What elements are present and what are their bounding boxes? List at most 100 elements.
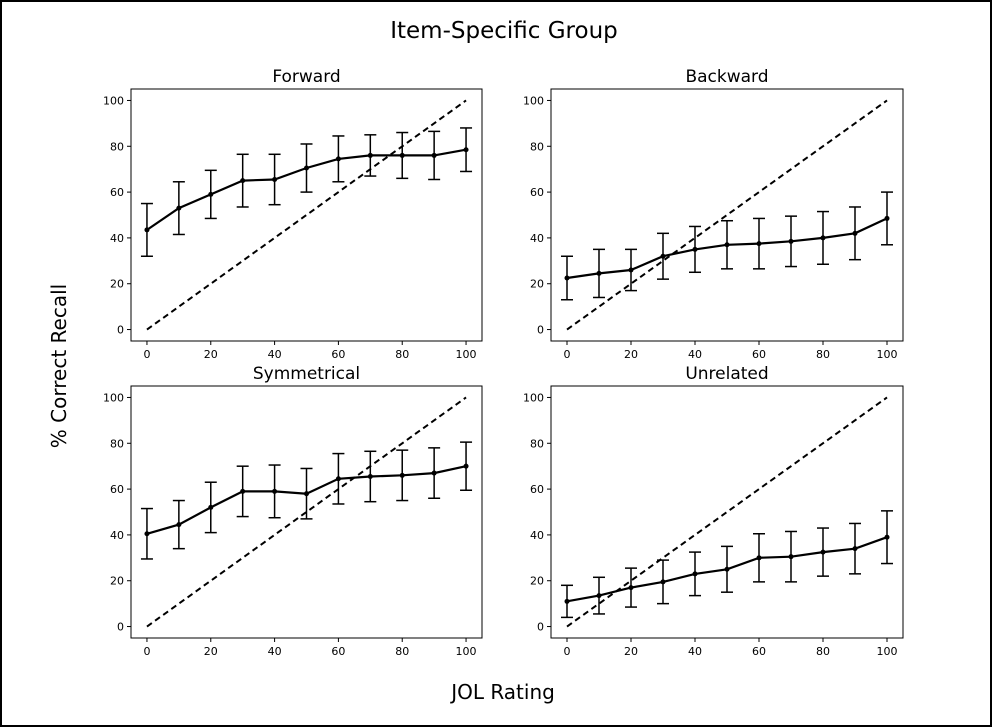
data-point xyxy=(724,242,730,248)
x-tick-label: 20 xyxy=(204,645,218,658)
data-point xyxy=(240,178,246,184)
y-tick-label: 40 xyxy=(110,232,124,245)
axes-frame xyxy=(550,385,904,639)
data-point xyxy=(756,241,762,247)
y-tick-label: 0 xyxy=(537,324,544,337)
data-point xyxy=(367,152,373,158)
data-point xyxy=(884,534,890,540)
data-point xyxy=(564,598,570,604)
data-point xyxy=(463,463,469,469)
data-point xyxy=(399,472,405,478)
y-tick-label: 0 xyxy=(117,621,124,634)
data-point xyxy=(144,531,150,537)
data-point xyxy=(884,215,890,221)
data-point xyxy=(240,488,246,494)
reference-line xyxy=(146,396,467,628)
x-tick-label: 100 xyxy=(877,645,898,658)
y-tick-label: 20 xyxy=(110,278,124,291)
data-point xyxy=(208,191,214,197)
axes-frame xyxy=(550,88,904,342)
x-tick-label: 0 xyxy=(143,645,150,658)
x-tick-label: 20 xyxy=(624,645,638,658)
data-point xyxy=(788,554,794,560)
x-tick-label: 0 xyxy=(564,348,571,361)
x-tick-label: 80 xyxy=(816,348,830,361)
x-tick-label: 40 xyxy=(688,645,702,658)
x-tick-label: 0 xyxy=(564,645,571,658)
data-point xyxy=(304,165,309,171)
data-point xyxy=(176,522,182,528)
data-point xyxy=(852,546,858,552)
y-tick-label: 100 xyxy=(523,391,544,404)
x-tick-label: 20 xyxy=(624,348,638,361)
data-point xyxy=(399,152,405,158)
x-tick-label: 60 xyxy=(331,348,345,361)
y-tick-label: 100 xyxy=(523,94,544,107)
x-tick-label: 40 xyxy=(688,348,702,361)
x-tick-label: 0 xyxy=(143,348,150,361)
data-point xyxy=(596,270,602,276)
data-point xyxy=(431,152,437,158)
data-point xyxy=(628,585,634,591)
y-tick-label: 100 xyxy=(103,391,124,404)
data-point xyxy=(463,147,469,153)
data-point xyxy=(431,470,437,476)
data-point xyxy=(756,555,762,561)
y-tick-label: 40 xyxy=(530,232,544,245)
axes-frame xyxy=(130,385,483,639)
data-point xyxy=(692,571,698,577)
x-tick-label: 80 xyxy=(395,645,409,658)
y-tick-label: 20 xyxy=(530,575,544,588)
x-tick-label: 80 xyxy=(816,645,830,658)
y-tick-label: 40 xyxy=(110,529,124,542)
reference-line xyxy=(566,396,888,628)
data-point xyxy=(788,238,794,244)
subplot-symmetrical: Symmetrical 0 20 40 60 80 100 0 20 40 60 80 100 xyxy=(103,364,483,658)
y-tick-label: 60 xyxy=(110,483,124,496)
y-tick-label: 20 xyxy=(110,575,124,588)
x-tick-label: 60 xyxy=(331,645,345,658)
subplot-unrelated: Unrelated 0 20 40 60 80 100 0 20 40 60 80 100 xyxy=(523,364,904,658)
y-tick-label: 60 xyxy=(530,186,544,199)
data-point xyxy=(208,504,214,510)
y-tick-label: 100 xyxy=(103,94,124,107)
data-point xyxy=(820,549,826,555)
axes-frame xyxy=(130,88,483,342)
data-point xyxy=(335,476,341,482)
figure-title: Item-Specific Group xyxy=(390,18,618,44)
y-tick-label: 20 xyxy=(530,278,544,291)
subplot-backward: Backward 0 20 40 60 80 100 0 20 40 60 80 100 xyxy=(523,67,904,361)
data-point xyxy=(660,579,666,585)
x-tick-label: 60 xyxy=(752,645,766,658)
data-point xyxy=(272,176,278,182)
reference-line xyxy=(146,99,467,331)
x-axis-label: JOL Rating xyxy=(449,680,555,704)
x-tick-label: 20 xyxy=(204,348,218,361)
subplot-forward: Forward 0 20 40 60 80 100 0 20 40 60 80 100 xyxy=(103,67,483,361)
data-point xyxy=(852,230,858,236)
y-tick-label: 0 xyxy=(537,621,544,634)
y-axis-label: % Correct Recall xyxy=(47,284,71,448)
data-point xyxy=(596,593,602,599)
x-tick-label: 40 xyxy=(268,348,282,361)
x-tick-label: 40 xyxy=(268,645,282,658)
y-tick-label: 60 xyxy=(110,186,124,199)
data-point xyxy=(176,205,182,211)
x-tick-label: 100 xyxy=(877,348,898,361)
data-point xyxy=(692,246,698,252)
subplot-title: Backward xyxy=(685,67,768,87)
subplot-title: Symmetrical xyxy=(253,364,360,384)
subplot-title: Unrelated xyxy=(685,364,768,384)
y-tick-label: 80 xyxy=(530,437,544,450)
x-tick-label: 60 xyxy=(752,348,766,361)
y-tick-label: 40 xyxy=(530,529,544,542)
data-point xyxy=(304,491,309,497)
data-point xyxy=(367,473,373,479)
data-point xyxy=(820,235,826,241)
y-tick-label: 0 xyxy=(117,324,124,337)
x-tick-label: 100 xyxy=(456,645,477,658)
y-tick-label: 80 xyxy=(110,140,124,153)
data-point xyxy=(272,488,278,494)
